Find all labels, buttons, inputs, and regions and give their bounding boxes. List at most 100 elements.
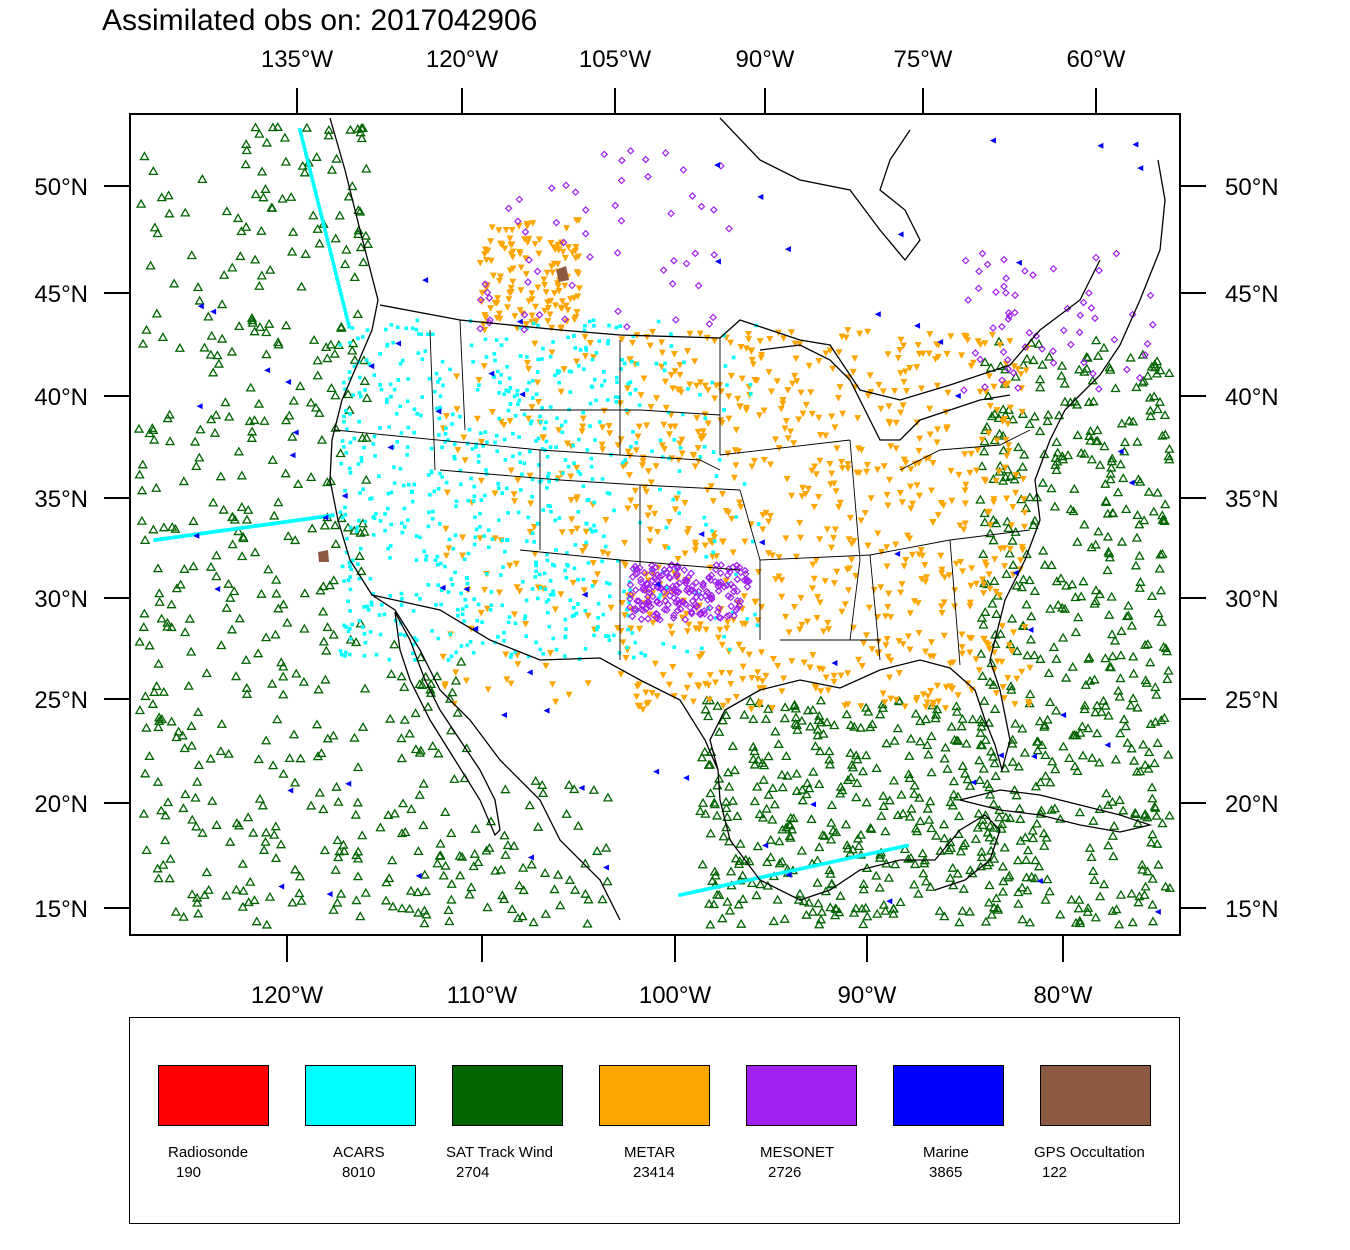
observation-marker	[900, 342, 908, 350]
observation-marker	[391, 340, 396, 345]
observation-marker	[1135, 576, 1146, 586]
observation-marker	[633, 387, 638, 392]
observation-marker	[361, 163, 372, 173]
observation-marker	[929, 699, 937, 707]
observation-marker	[484, 355, 489, 359]
observation-marker	[946, 660, 954, 668]
observation-marker	[373, 454, 377, 458]
legend-label: MESONET	[760, 1144, 835, 1161]
observation-marker	[588, 401, 593, 406]
observation-marker	[535, 399, 543, 406]
observation-marker	[607, 604, 615, 612]
observation-marker	[738, 880, 743, 884]
observation-marker	[733, 565, 742, 574]
observation-marker	[629, 564, 638, 573]
observation-marker	[336, 281, 341, 286]
observation-marker	[754, 809, 765, 819]
observation-marker	[749, 746, 760, 756]
observation-marker	[153, 722, 164, 732]
observation-marker	[1075, 727, 1086, 737]
observation-marker	[238, 533, 249, 543]
cuba-outline	[959, 789, 1153, 833]
observation-marker	[628, 380, 633, 384]
observation-marker	[986, 403, 994, 410]
observation-marker	[418, 778, 429, 788]
observation-marker	[231, 884, 242, 894]
observation-marker	[476, 535, 484, 542]
us-mexico-border	[371, 594, 719, 771]
observation-marker	[590, 584, 595, 588]
observation-marker	[350, 622, 354, 627]
observation-marker	[1011, 291, 1019, 300]
observation-marker	[170, 906, 182, 916]
observation-marker	[1020, 854, 1032, 864]
observation-marker	[252, 524, 256, 529]
observation-marker	[915, 629, 923, 637]
observation-marker	[573, 358, 581, 365]
observation-marker	[865, 604, 873, 612]
observation-marker	[469, 476, 473, 481]
observation-marker	[355, 618, 366, 628]
observation-marker	[319, 214, 324, 219]
legend-swatch	[1040, 1065, 1151, 1126]
observation-marker	[626, 146, 635, 155]
observation-marker	[722, 811, 733, 821]
observation-marker	[454, 447, 462, 454]
observation-marker	[975, 494, 986, 504]
observation-marker	[333, 852, 344, 862]
observation-marker	[710, 529, 714, 533]
observation-marker	[872, 908, 883, 918]
observation-marker	[923, 749, 934, 759]
observation-marker	[864, 542, 872, 550]
observation-marker	[153, 712, 165, 722]
observation-marker	[760, 456, 768, 464]
observation-marker	[388, 556, 392, 560]
observation-marker	[978, 249, 987, 258]
observation-marker	[832, 488, 840, 495]
observation-marker	[1021, 549, 1032, 559]
observation-marker	[748, 675, 756, 682]
observation-marker	[362, 239, 374, 248]
observation-marker	[743, 582, 752, 591]
observation-marker	[699, 428, 707, 435]
observation-marker	[741, 566, 749, 575]
observation-marker	[189, 436, 201, 446]
observation-marker	[312, 516, 317, 520]
observation-marker	[619, 367, 623, 371]
observation-marker	[528, 296, 536, 303]
observation-marker	[988, 853, 1000, 863]
observation-marker	[448, 632, 453, 636]
observation-marker	[144, 751, 155, 761]
observation-marker	[617, 176, 626, 185]
observation-marker	[430, 516, 435, 521]
observation-marker	[712, 382, 720, 390]
observation-marker	[784, 435, 792, 442]
observation-marker	[991, 893, 1002, 903]
observation-marker	[972, 580, 980, 588]
observation-marker	[884, 795, 895, 805]
observation-marker	[798, 493, 806, 500]
observation-marker	[904, 750, 915, 760]
observation-marker	[496, 315, 504, 323]
observation-marker	[586, 253, 594, 261]
observation-marker	[334, 210, 345, 220]
observation-marker	[638, 462, 646, 469]
observation-marker	[1037, 477, 1049, 487]
observation-marker	[506, 389, 511, 394]
observation-marker	[1009, 474, 1020, 484]
observation-marker	[442, 413, 450, 420]
observation-marker	[764, 874, 769, 879]
observation-marker	[1145, 657, 1156, 667]
observation-marker	[835, 890, 846, 900]
observation-marker	[899, 844, 911, 853]
observation-marker	[250, 189, 261, 199]
observation-marker	[940, 742, 951, 752]
observation-marker	[449, 654, 454, 659]
observation-marker	[1145, 411, 1156, 421]
observation-marker	[810, 503, 818, 511]
observation-marker	[724, 905, 736, 915]
observation-marker	[712, 539, 717, 543]
observation-marker	[874, 852, 886, 862]
observation-marker	[511, 313, 519, 320]
observation-marker	[993, 437, 1001, 445]
